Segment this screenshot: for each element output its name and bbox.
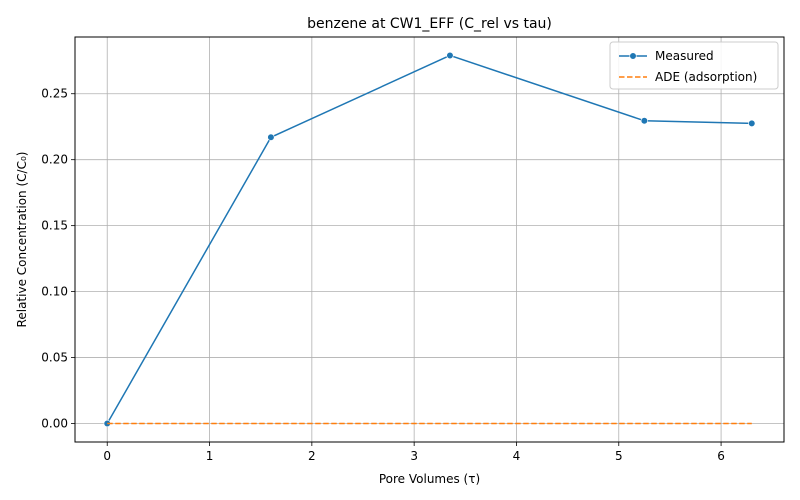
legend: Measured ADE (adsorption) xyxy=(609,41,779,90)
x-tick-label: 2 xyxy=(308,449,316,463)
data-point xyxy=(748,119,756,128)
x-tick-label: 1 xyxy=(206,449,214,463)
legend-label-ade: ADE (adsorption) xyxy=(655,70,757,84)
x-tick-label: 6 xyxy=(717,449,725,463)
x-axis-label: Pore Volumes (τ) xyxy=(379,472,480,486)
x-tick-label: 5 xyxy=(615,449,623,463)
data-point xyxy=(267,133,275,141)
y-tick-label: 0.05 xyxy=(41,351,68,365)
legend-box xyxy=(609,41,779,90)
data-point xyxy=(640,117,648,125)
y-tick-label: 0.25 xyxy=(41,87,68,101)
y-tick-label: 0.10 xyxy=(41,285,68,299)
y-tick-label: 0.20 xyxy=(41,153,68,167)
x-axis: 0 1 2 3 4 5 6 xyxy=(103,442,725,463)
plot-area-frame xyxy=(74,36,785,443)
y-tick-label: 0.00 xyxy=(41,417,68,431)
data-point xyxy=(446,51,454,60)
y-axis: 0.00 0.05 0.10 0.15 0.20 0.25 xyxy=(41,87,75,431)
legend-label-measured: Measured xyxy=(655,49,714,63)
x-tick-label: 0 xyxy=(103,449,111,463)
y-axis-label: Relative Concentration (C/C₀) xyxy=(15,152,29,328)
x-tick-label: 4 xyxy=(513,449,521,463)
grid-lines xyxy=(75,37,784,442)
x-tick-label: 3 xyxy=(410,449,418,463)
series-layer xyxy=(103,51,756,428)
legend-marker-measured xyxy=(629,52,637,60)
y-tick-label: 0.15 xyxy=(41,219,68,233)
chart-title: benzene at CW1_EFF (C_rel vs tau) xyxy=(307,16,552,32)
